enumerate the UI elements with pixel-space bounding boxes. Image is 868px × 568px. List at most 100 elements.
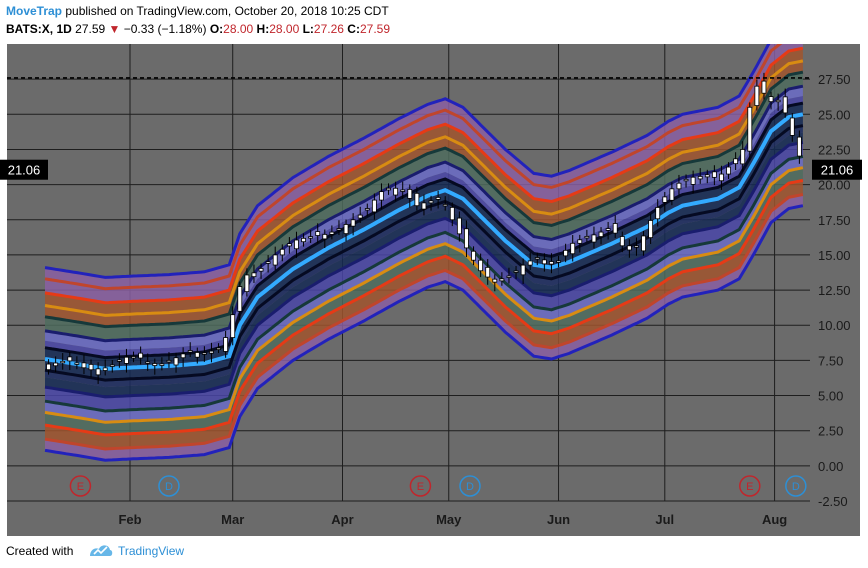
created-with-text: Created with — [6, 544, 74, 558]
candle-body — [138, 352, 144, 359]
y-tick-label: 20.00 — [818, 178, 851, 193]
y-tick-label: 17.50 — [818, 213, 851, 228]
candle-body — [775, 99, 781, 103]
candle-body — [343, 224, 349, 235]
candle-body — [216, 347, 221, 350]
dividend-marker — [459, 475, 481, 497]
candle-body — [641, 235, 646, 252]
footer: Created with TradingView — [0, 536, 868, 568]
candle-body — [591, 234, 597, 243]
time-axis — [7, 501, 860, 536]
candle-body — [371, 199, 377, 213]
candle-body — [796, 136, 802, 157]
candle-body — [726, 166, 731, 175]
y-tick-label: 2.50 — [818, 424, 843, 439]
x-tick-label: Mar — [221, 512, 244, 527]
last-price-box-left — [0, 159, 48, 180]
candle-body — [612, 223, 618, 234]
candle-body — [124, 356, 129, 364]
band-line — [44, 155, 804, 413]
candle-body — [223, 337, 229, 352]
candle-body — [145, 361, 151, 364]
candle-body — [527, 260, 533, 266]
candle-body — [272, 254, 278, 266]
dividend-marker — [158, 475, 180, 497]
chart-header: MoveTrap published on TradingView.com, O… — [0, 0, 868, 42]
candle-body — [166, 360, 172, 363]
price-chart[interactable]: -2.50 0.00 2.50 5.00 7.50 10.00 12.50 15.00 17.5… — [0, 42, 868, 536]
candle-body — [464, 228, 469, 249]
published-text: published on TradingView.com, October 20… — [65, 4, 389, 18]
tradingview-logo-icon[interactable] — [88, 542, 114, 558]
candle-body — [740, 149, 746, 165]
band-line — [44, 178, 804, 437]
candle-body — [719, 173, 724, 182]
publish-line: MoveTrap published on TradingView.com, O… — [6, 4, 389, 18]
candle-body — [499, 278, 505, 282]
candle-body — [364, 208, 370, 211]
candle-body — [711, 171, 717, 178]
y-tick-label: 10.00 — [818, 318, 851, 333]
low-label: L: — [302, 22, 314, 36]
candle-body — [421, 202, 427, 210]
down-arrow-icon: ▼ — [108, 22, 121, 36]
candle-body — [520, 264, 526, 276]
event-marker-letter: E — [417, 481, 424, 493]
band-line — [44, 101, 804, 360]
open-label: O: — [209, 22, 224, 36]
candle-body — [109, 364, 115, 367]
candle-body — [549, 261, 554, 265]
candle-body — [478, 259, 484, 272]
candle-body — [669, 188, 675, 201]
candle-body — [570, 242, 576, 255]
high-value: 28.00 — [269, 22, 300, 36]
y-tick-label: 12.50 — [818, 283, 851, 298]
band-line — [44, 46, 804, 305]
candle-body — [761, 80, 767, 94]
last-price: 27.59 — [75, 22, 106, 36]
tradingview-brand-link[interactable]: TradingView — [118, 544, 185, 558]
candle-body — [201, 352, 207, 355]
symbol-label: BATS:X, 1D — [6, 22, 72, 36]
candle-body — [194, 352, 200, 358]
candle-body — [102, 367, 108, 371]
y-tick-label: 25.00 — [818, 107, 851, 122]
candle-body — [634, 245, 639, 248]
candle-body — [173, 357, 179, 366]
ohlc-line: BATS:X, 1D 27.59 ▼ −0.33 (−1.18%) O:28.0… — [6, 22, 390, 36]
candle-body — [407, 188, 413, 199]
price-axis — [810, 44, 860, 501]
open-value: 28.00 — [223, 22, 254, 36]
candle-body — [577, 239, 583, 244]
candle-body — [81, 362, 87, 369]
candle-body — [541, 259, 547, 265]
author-link[interactable]: MoveTrap — [6, 4, 63, 18]
x-tick-label: Apr — [331, 512, 353, 527]
y-tick-label: 22.50 — [818, 142, 851, 157]
candle-body — [74, 362, 80, 365]
candle-body — [485, 266, 491, 278]
band-line — [44, 204, 804, 462]
candle-body — [492, 278, 498, 283]
candle-body — [88, 363, 94, 371]
candle-body — [683, 178, 689, 182]
candle-body — [563, 249, 569, 257]
x-tick-label: May — [436, 512, 462, 527]
candle-body — [619, 236, 625, 247]
candle-body — [379, 191, 384, 201]
candle-body — [308, 236, 314, 239]
x-tick-label: Aug — [762, 512, 787, 527]
candle-body — [733, 158, 739, 165]
candle-body — [655, 207, 661, 220]
event-marker-letter: E — [77, 481, 84, 493]
event-marker-letter: D — [466, 481, 474, 493]
band-line — [44, 84, 804, 343]
earnings-marker — [409, 475, 432, 497]
y-tick-label: -2.50 — [818, 494, 848, 509]
candle-body — [301, 237, 306, 243]
candle-body — [187, 350, 193, 353]
candle-body — [336, 228, 342, 231]
earnings-marker — [69, 475, 92, 497]
candle-body — [131, 356, 136, 359]
candle-body — [315, 231, 321, 236]
